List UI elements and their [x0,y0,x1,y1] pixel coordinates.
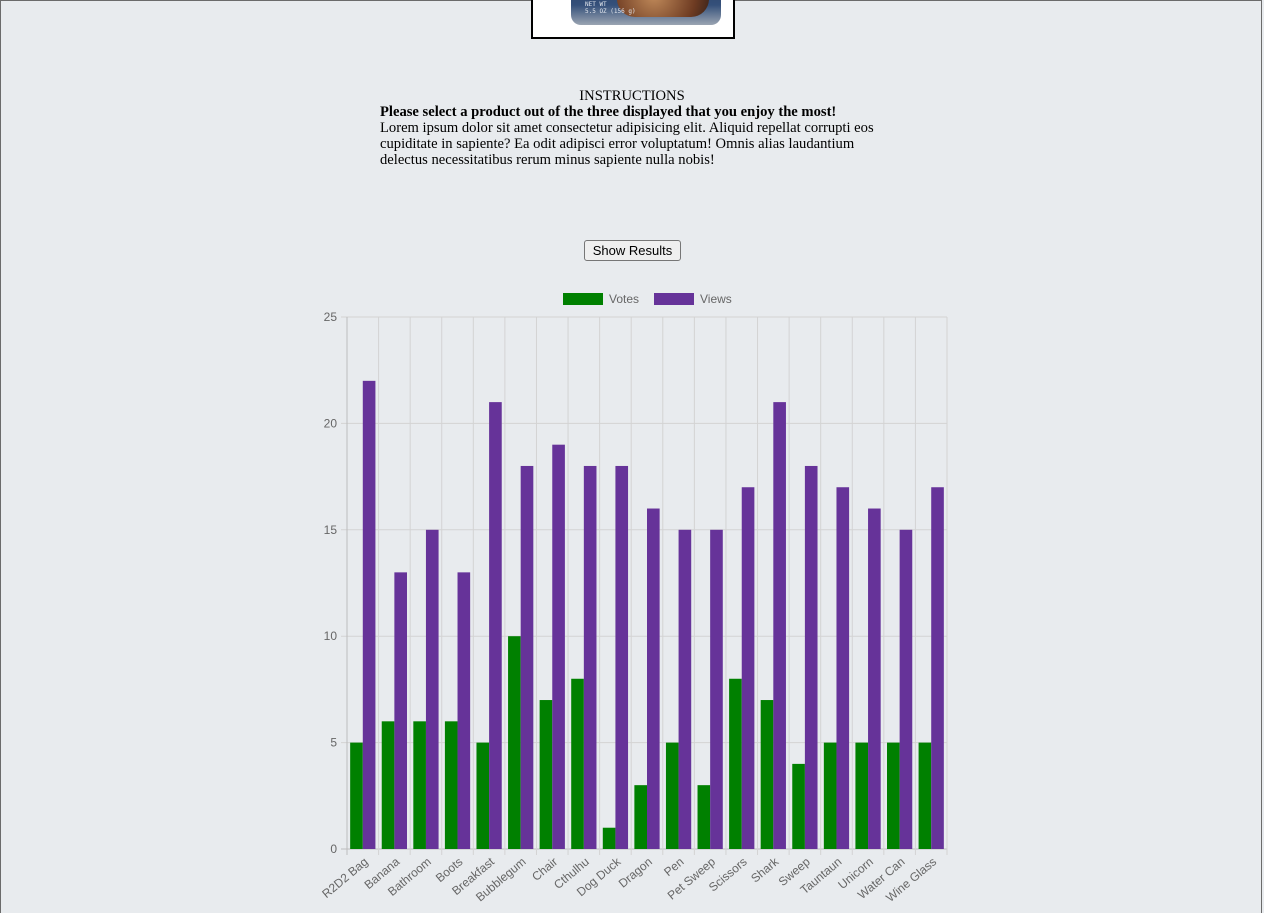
bar-views [899,529,913,849]
instructions-subtitle: Please select a product out of the three… [380,104,837,120]
bar-views [552,444,565,849]
bar-views [773,402,786,849]
bar-views [615,465,629,849]
bar-views [425,529,439,849]
bar-votes [855,742,869,849]
bar-votes [602,827,616,849]
y-tick-label: 25 [324,310,338,324]
bar-views [520,465,534,849]
bar-views [489,402,502,849]
legend-label-views: Views [700,292,732,306]
bar-views [836,487,850,849]
bar-views [457,572,471,849]
y-tick-label: 0 [330,842,337,856]
bar-votes [381,721,395,849]
bar-views [931,487,944,849]
bar-views [741,487,755,849]
bar-views [804,465,818,849]
bar-votes [792,763,805,849]
show-results-button[interactable]: Show Results [584,240,681,261]
bar-votes [476,742,490,849]
bar-views [394,572,407,849]
y-tick-label: 10 [324,629,338,643]
bar-votes [539,700,553,849]
bar-views [678,529,692,849]
x-tick-label: R2D2 Bag [319,855,370,901]
product-can-text-line1: NET WT [585,1,607,8]
bar-views [362,380,376,849]
x-tick-label: Pen [661,855,686,879]
product-can-text: NET WT 5.5 OZ (156 g) [585,1,636,15]
bar-views [868,508,881,849]
bar-votes [887,742,900,849]
bar-views [647,508,660,849]
legend-swatch-votes [563,293,603,305]
bar-votes [444,721,458,849]
x-tick-label: Dragon [616,855,655,891]
instructions-title: INSTRUCTIONS [579,88,685,104]
product-food-shape [617,0,709,17]
bar-votes [571,678,584,849]
legend-swatch-views [654,293,694,305]
bar-votes [634,785,647,849]
y-tick-label: 5 [330,736,337,750]
y-tick-label: 15 [324,523,338,537]
instructions: INSTRUCTIONS Please select a product out… [380,88,884,168]
product-can-text-line2: 5.5 OZ (156 g) [585,8,636,15]
product-image[interactable]: NET WT 5.5 OZ (156 g) [531,0,735,39]
bar-views [583,465,597,849]
y-tick-label: 20 [324,416,338,430]
instructions-body: Lorem ipsum dolor sit amet consectetur a… [380,120,874,168]
bar-votes [729,678,742,849]
bar-views [710,529,723,849]
bar-votes [665,742,679,849]
bar-votes [508,636,521,849]
legend-label-votes: Votes [609,292,639,306]
bar-votes [823,742,837,849]
bar-votes [918,742,932,849]
bar-votes [350,742,363,849]
bar-votes [760,700,774,849]
bar-votes [413,721,426,849]
bar-votes [697,785,711,849]
